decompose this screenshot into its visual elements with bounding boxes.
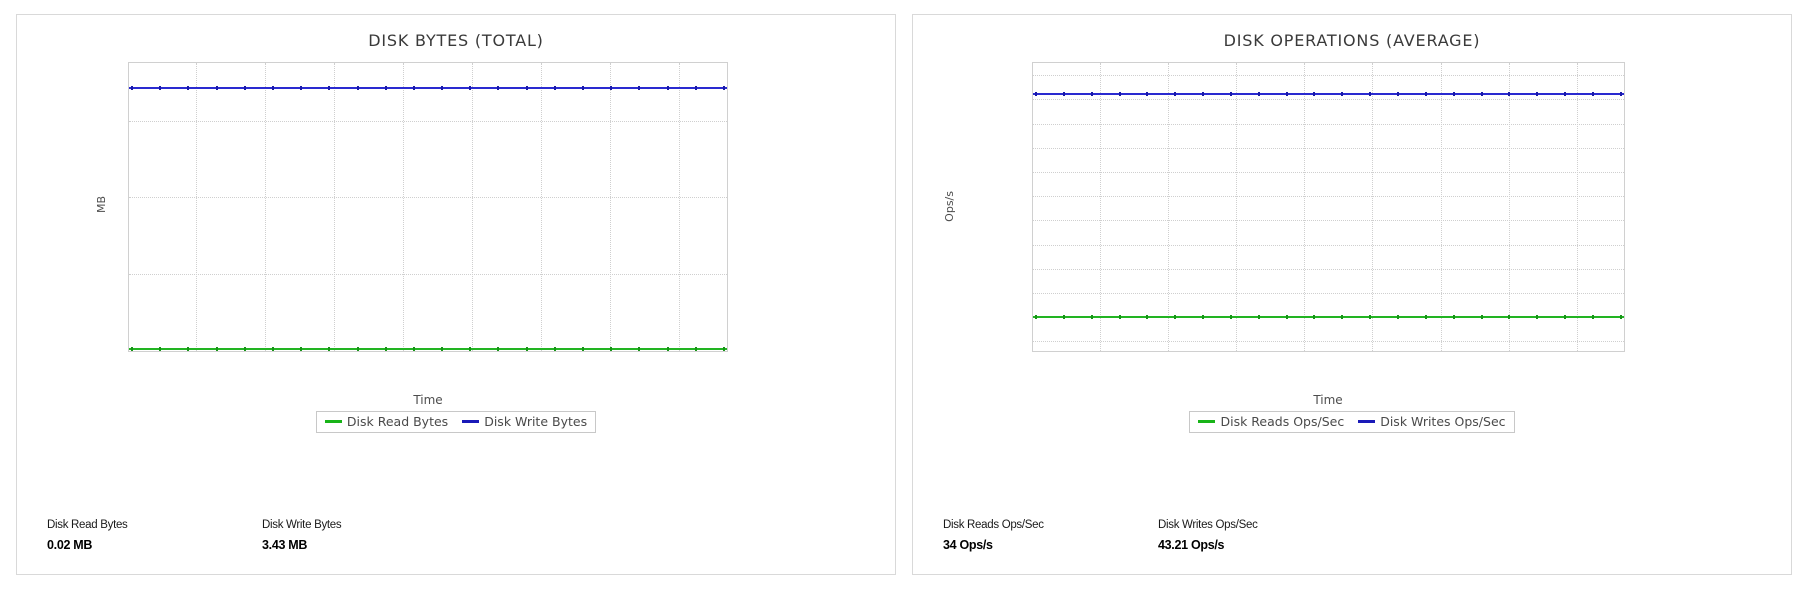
gridline-vertical	[196, 63, 198, 351]
gridline-horizontal	[1033, 341, 1624, 343]
gridline-vertical	[1372, 63, 1374, 351]
legend-color-swatch	[1358, 420, 1376, 423]
series-line	[1033, 93, 1624, 96]
gridline-vertical	[610, 63, 612, 351]
summary-disk-bytes: Disk Read Bytes 0.02 MB Disk Write Bytes…	[47, 519, 477, 552]
gridline-horizontal	[1033, 220, 1624, 222]
gridline-vertical	[1167, 63, 1169, 351]
legend-label: Disk Read Bytes	[346, 414, 449, 429]
y-axis-tick-label: 33	[1032, 335, 1033, 348]
legend-label: Disk Write Bytes	[484, 414, 588, 429]
summary-label: Disk Reads Ops/Sec	[943, 519, 1044, 531]
summary-item: Disk Reads Ops/Sec 34 Ops/s	[943, 519, 1158, 552]
legend-color-swatch	[462, 420, 480, 423]
series-line	[129, 86, 727, 89]
summary-item: Disk Writes Ops/Sec 43.21 Ops/s	[1158, 519, 1373, 552]
summary-disk-operations: Disk Reads Ops/Sec 34 Ops/s Disk Writes …	[943, 519, 1373, 552]
plot-area: 44434241403938373635343302:0004:0006:000…	[1032, 62, 1625, 352]
gridline-horizontal	[129, 351, 727, 352]
y-axis-tick-label: 37	[1032, 238, 1033, 251]
chart-legend[interactable]: Disk Read Bytes Disk Write Bytes	[315, 411, 597, 433]
y-axis-tick-label: 41	[1032, 141, 1033, 154]
summary-label: Disk Writes Ops/Sec	[1158, 519, 1258, 531]
summary-item: Disk Read Bytes 0.02 MB	[47, 519, 262, 552]
gridline-vertical	[1304, 63, 1306, 351]
legend-item[interactable]: Disk Reads Ops/Sec	[1198, 414, 1344, 429]
legend-holder: Disk Reads Ops/Sec Disk Writes Ops/Sec	[913, 408, 1791, 433]
gridline-vertical	[679, 63, 681, 351]
gridline-horizontal	[1033, 196, 1624, 198]
y-axis-tick-label: 35	[1032, 286, 1033, 299]
gridline-horizontal	[129, 197, 727, 199]
legend-item[interactable]: Disk Writes Ops/Sec	[1358, 414, 1506, 429]
y-axis-tick-label: 38	[1032, 214, 1033, 227]
gridline-horizontal	[1033, 268, 1624, 270]
gridline-horizontal	[129, 120, 727, 122]
y-axis-tick-label: 2	[128, 191, 129, 204]
y-axis-tick-label: 42	[1032, 117, 1033, 130]
gridline-horizontal	[1033, 99, 1624, 101]
gridline-horizontal	[1033, 171, 1624, 173]
summary-item: Disk Write Bytes 3.43 MB	[262, 519, 477, 552]
gridline-vertical	[541, 63, 543, 351]
gridline-vertical	[1576, 63, 1578, 351]
legend-label: Disk Writes Ops/Sec	[1380, 414, 1506, 429]
panel-disk-operations: DISK OPERATIONS (AVERAGE) Ops/s Time 44 4…	[912, 14, 1792, 575]
gridline-horizontal	[1033, 292, 1624, 294]
plot-wrapper: Ops/s Time 44434241403938373635343302:00…	[913, 56, 1791, 407]
gridline-vertical	[1099, 63, 1101, 351]
y-axis-tick-label: 1	[128, 268, 129, 281]
y-axis-tick-label: 39	[1032, 190, 1033, 203]
legend-holder: Disk Read Bytes Disk Write Bytes	[17, 408, 895, 433]
y-axis-tick-label: 3	[128, 114, 129, 127]
series-line	[1033, 316, 1624, 319]
summary-value: 34 Ops/s	[943, 538, 993, 552]
gridline-vertical	[472, 63, 474, 351]
summary-value: 3.43 MB	[262, 538, 308, 552]
gridline-horizontal	[1033, 244, 1624, 246]
gridline-vertical	[265, 63, 267, 351]
series-line	[129, 348, 727, 351]
legend-color-swatch	[1198, 420, 1216, 423]
gridline-horizontal	[1033, 147, 1624, 149]
summary-label: Disk Read Bytes	[47, 519, 128, 531]
y-axis-title: Ops/s	[943, 191, 956, 222]
gridline-horizontal	[1033, 75, 1624, 77]
legend-label: Disk Reads Ops/Sec	[1220, 414, 1345, 429]
plot-wrapper: MB Time 012302:0004:0006:0008:0010:0012:…	[17, 56, 895, 407]
legend-item[interactable]: Disk Write Bytes	[462, 414, 587, 429]
x-axis-title: Time	[413, 393, 443, 407]
x-axis-title: Time	[1313, 393, 1343, 407]
y-axis-tick-label: 44	[1032, 69, 1033, 82]
gridline-horizontal	[129, 274, 727, 276]
gridline-vertical	[334, 63, 336, 351]
y-axis-tick-label: 36	[1032, 262, 1033, 275]
legend-color-swatch	[324, 420, 342, 423]
chart-disk-operations: Ops/s Time 44434241403938373635343302:00…	[913, 56, 1791, 407]
gridline-vertical	[1508, 63, 1510, 351]
plot-area: 012302:0004:0006:0008:0010:0012:0014:001…	[128, 62, 728, 352]
gridline-horizontal	[1033, 123, 1624, 125]
gridline-vertical	[1440, 63, 1442, 351]
y-axis-tick-label: 40	[1032, 165, 1033, 178]
y-axis-title: MB	[95, 196, 108, 214]
summary-label: Disk Write Bytes	[262, 519, 342, 531]
chart-disk-bytes: MB Time 012302:0004:0006:0008:0010:0012:…	[17, 56, 895, 407]
panel-disk-bytes: DISK BYTES (TOTAL) MB Time 012302:0004:0…	[16, 14, 896, 575]
summary-value: 43.21 Ops/s	[1158, 538, 1225, 552]
chart-legend[interactable]: Disk Reads Ops/Sec Disk Writes Ops/Sec	[1189, 411, 1515, 433]
page-title: DISK OPERATIONS (AVERAGE)	[1223, 31, 1481, 50]
gridline-vertical	[1235, 63, 1237, 351]
summary-value: 0.02 MB	[47, 538, 93, 552]
page-title: DISK BYTES (TOTAL)	[368, 31, 544, 50]
gridline-vertical	[403, 63, 405, 351]
legend-item[interactable]: Disk Read Bytes	[324, 414, 449, 429]
